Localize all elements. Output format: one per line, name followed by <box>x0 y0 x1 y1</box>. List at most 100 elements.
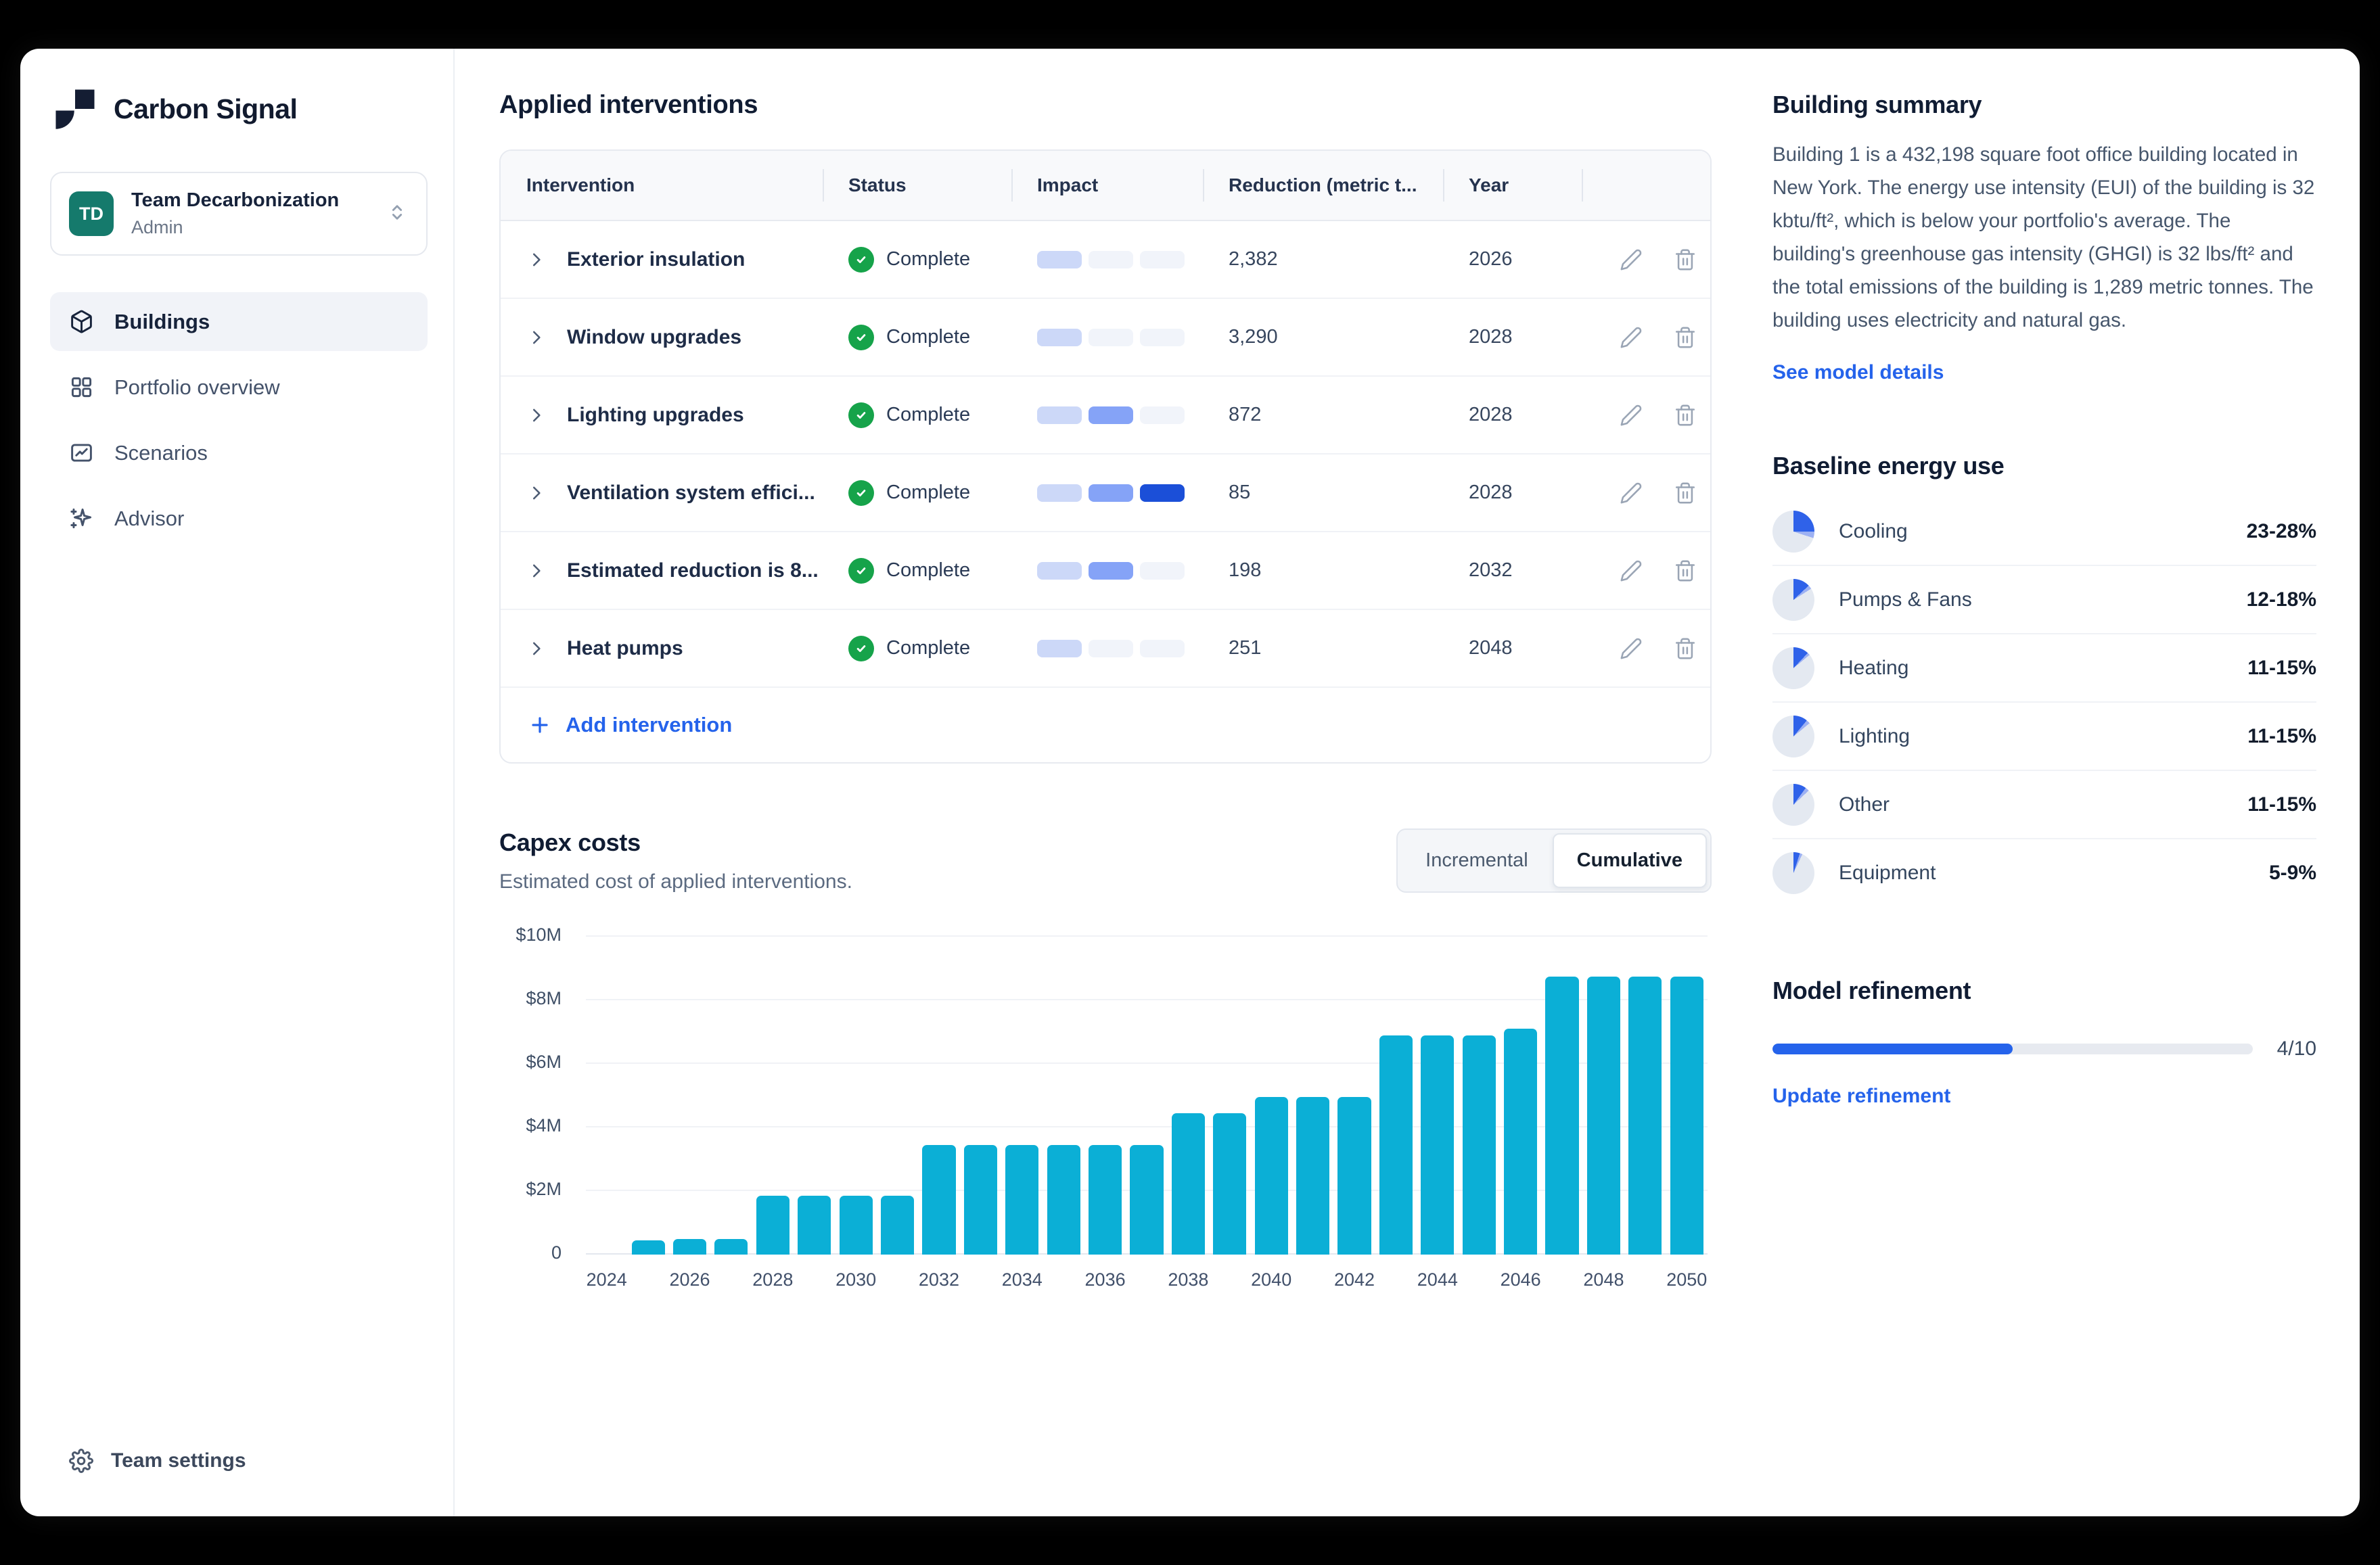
impact-segment <box>1089 328 1133 346</box>
intervention-name: Ventilation system effici... <box>567 481 815 504</box>
bar-slot-2042 <box>1333 937 1375 1255</box>
gridline <box>586 999 1708 1000</box>
expand-row-button[interactable] <box>526 561 547 581</box>
bar-2029 <box>798 1196 831 1255</box>
baseline-energy-list: Cooling 23-28% Pumps & Fans 12-18% Heati… <box>1772 498 2316 906</box>
bar-2040 <box>1254 1097 1288 1255</box>
team-switcher[interactable]: TD Team Decarbonization Admin <box>50 172 428 256</box>
sidebar: Carbon Signal TD Team Decarbonization Ad… <box>20 49 455 1516</box>
bar-2045 <box>1462 1035 1496 1255</box>
impact-segment <box>1089 561 1133 580</box>
trash-icon[interactable] <box>1674 404 1697 427</box>
trash-icon[interactable] <box>1674 326 1697 349</box>
energy-row-heating: Heating 11-15% <box>1772 634 2316 703</box>
bar-2042 <box>1337 1097 1371 1255</box>
plus-icon <box>529 714 551 736</box>
see-model-details-link[interactable]: See model details <box>1772 361 1944 383</box>
status-label: Complete <box>886 637 971 659</box>
x-axis-tick-label: 2032 <box>918 1269 959 1290</box>
x-axis-tick-label <box>1375 1269 1417 1290</box>
expand-row-button[interactable] <box>526 250 547 270</box>
bar-slot-2044 <box>1417 937 1458 1255</box>
sidebar-item-portfolio-overview[interactable]: Portfolio overview <box>50 358 428 417</box>
capex-title: Capex costs <box>499 828 641 856</box>
edit-icon[interactable] <box>1620 482 1643 505</box>
intervention-name: Exterior insulation <box>567 248 746 271</box>
x-axis-tick-label: 2042 <box>1333 1269 1375 1290</box>
intervention-name: Lighting upgrades <box>567 403 744 426</box>
energy-value: 23-28% <box>2246 519 2316 542</box>
impact-indicator <box>1037 406 1185 424</box>
edit-icon[interactable] <box>1620 559 1643 582</box>
year-value: 2032 <box>1469 559 1513 581</box>
main-content: Applied interventions Intervention Status… <box>455 49 1770 1516</box>
status-complete-icon <box>848 324 874 350</box>
update-refinement-link[interactable]: Update refinement <box>1772 1085 1951 1107</box>
building-panel: Building summary Building 1 is a 432,198… <box>1770 49 2360 1516</box>
impact-indicator <box>1037 639 1185 657</box>
status-complete-icon <box>848 557 874 584</box>
x-axis-tick-label: 2030 <box>836 1269 877 1290</box>
bar-2032 <box>922 1144 956 1255</box>
expand-row-button[interactable] <box>526 638 547 659</box>
impact-indicator <box>1037 561 1185 580</box>
table-row-lighting-upgrades: Lighting upgrades Complete 872 2028 <box>501 375 1710 453</box>
bar-2025 <box>631 1240 665 1255</box>
x-axis-tick-label: 2038 <box>1168 1269 1209 1290</box>
impact-segment <box>1089 639 1133 657</box>
x-axis-tick-label: 2024 <box>586 1269 627 1290</box>
pie-icon <box>1772 510 1814 553</box>
edit-icon[interactable] <box>1620 404 1643 427</box>
bar-slot-2045 <box>1459 937 1500 1255</box>
bar-slot-2028 <box>752 937 794 1255</box>
sidebar-item-buildings[interactable]: Buildings <box>50 292 428 351</box>
x-axis-tick-label <box>1624 1269 1666 1290</box>
column-header-actions <box>1582 151 1710 220</box>
capex-chart-plot: $10M $8M $6M $4M $2M 0 <box>499 925 1712 1263</box>
x-axis-tick-label <box>1541 1269 1582 1290</box>
trash-icon[interactable] <box>1674 482 1697 505</box>
sidebar-item-label: Portfolio overview <box>114 375 280 399</box>
impact-indicator <box>1037 250 1185 268</box>
interventions-table: Intervention Status Impact Reduction (metri… <box>499 149 1712 764</box>
page-title: Applied interventions <box>499 91 758 119</box>
expand-row-button[interactable] <box>526 405 547 425</box>
edit-icon[interactable] <box>1620 637 1643 660</box>
bar-2027 <box>714 1238 748 1255</box>
impact-segment <box>1037 561 1082 580</box>
edit-icon[interactable] <box>1620 248 1643 271</box>
expand-row-button[interactable] <box>526 483 547 503</box>
status-label: Complete <box>886 248 971 270</box>
x-axis-tick-label: 2026 <box>669 1269 710 1290</box>
toggle-cumulative[interactable]: Cumulative <box>1552 833 1707 888</box>
toggle-incremental[interactable]: Incremental <box>1425 849 1528 871</box>
bar-slot-2039 <box>1209 937 1250 1255</box>
pie-icon <box>1772 783 1814 826</box>
table-row-exterior-insulation: Exterior insulation Complete 2,382 2026 <box>501 221 1710 298</box>
column-header-status: Status <box>823 151 1011 220</box>
impact-segment <box>1089 406 1133 424</box>
y-axis-tick-label: $4M <box>526 1115 562 1136</box>
expand-row-button[interactable] <box>526 327 547 348</box>
x-axis-tick-label: 2040 <box>1251 1269 1292 1290</box>
trash-icon[interactable] <box>1674 637 1697 660</box>
add-intervention-button[interactable]: Add intervention <box>501 686 1710 762</box>
pie-icon <box>1772 715 1814 757</box>
table-row-estimated-reduction-is-8: Estimated reduction is 8... Complete 198… <box>501 531 1710 609</box>
sidebar-item-advisor[interactable]: Advisor <box>50 489 428 548</box>
sparkles-icon <box>69 506 94 531</box>
energy-label: Pumps & Fans <box>1839 588 1972 611</box>
team-settings-button[interactable]: Team settings <box>50 1435 428 1487</box>
trash-icon[interactable] <box>1674 559 1697 582</box>
cube-icon <box>69 309 94 334</box>
trash-icon[interactable] <box>1674 248 1697 271</box>
edit-icon[interactable] <box>1620 326 1643 349</box>
bar-2048 <box>1586 976 1621 1255</box>
bar-2035 <box>1047 1144 1080 1255</box>
app-window: Carbon Signal TD Team Decarbonization Ad… <box>20 49 2360 1516</box>
impact-indicator <box>1037 328 1185 346</box>
bar-2036 <box>1089 1144 1122 1255</box>
reduction-value: 3,290 <box>1229 326 1278 348</box>
sidebar-item-scenarios[interactable]: Scenarios <box>50 423 428 482</box>
bar-slot-2038 <box>1168 937 1209 1255</box>
